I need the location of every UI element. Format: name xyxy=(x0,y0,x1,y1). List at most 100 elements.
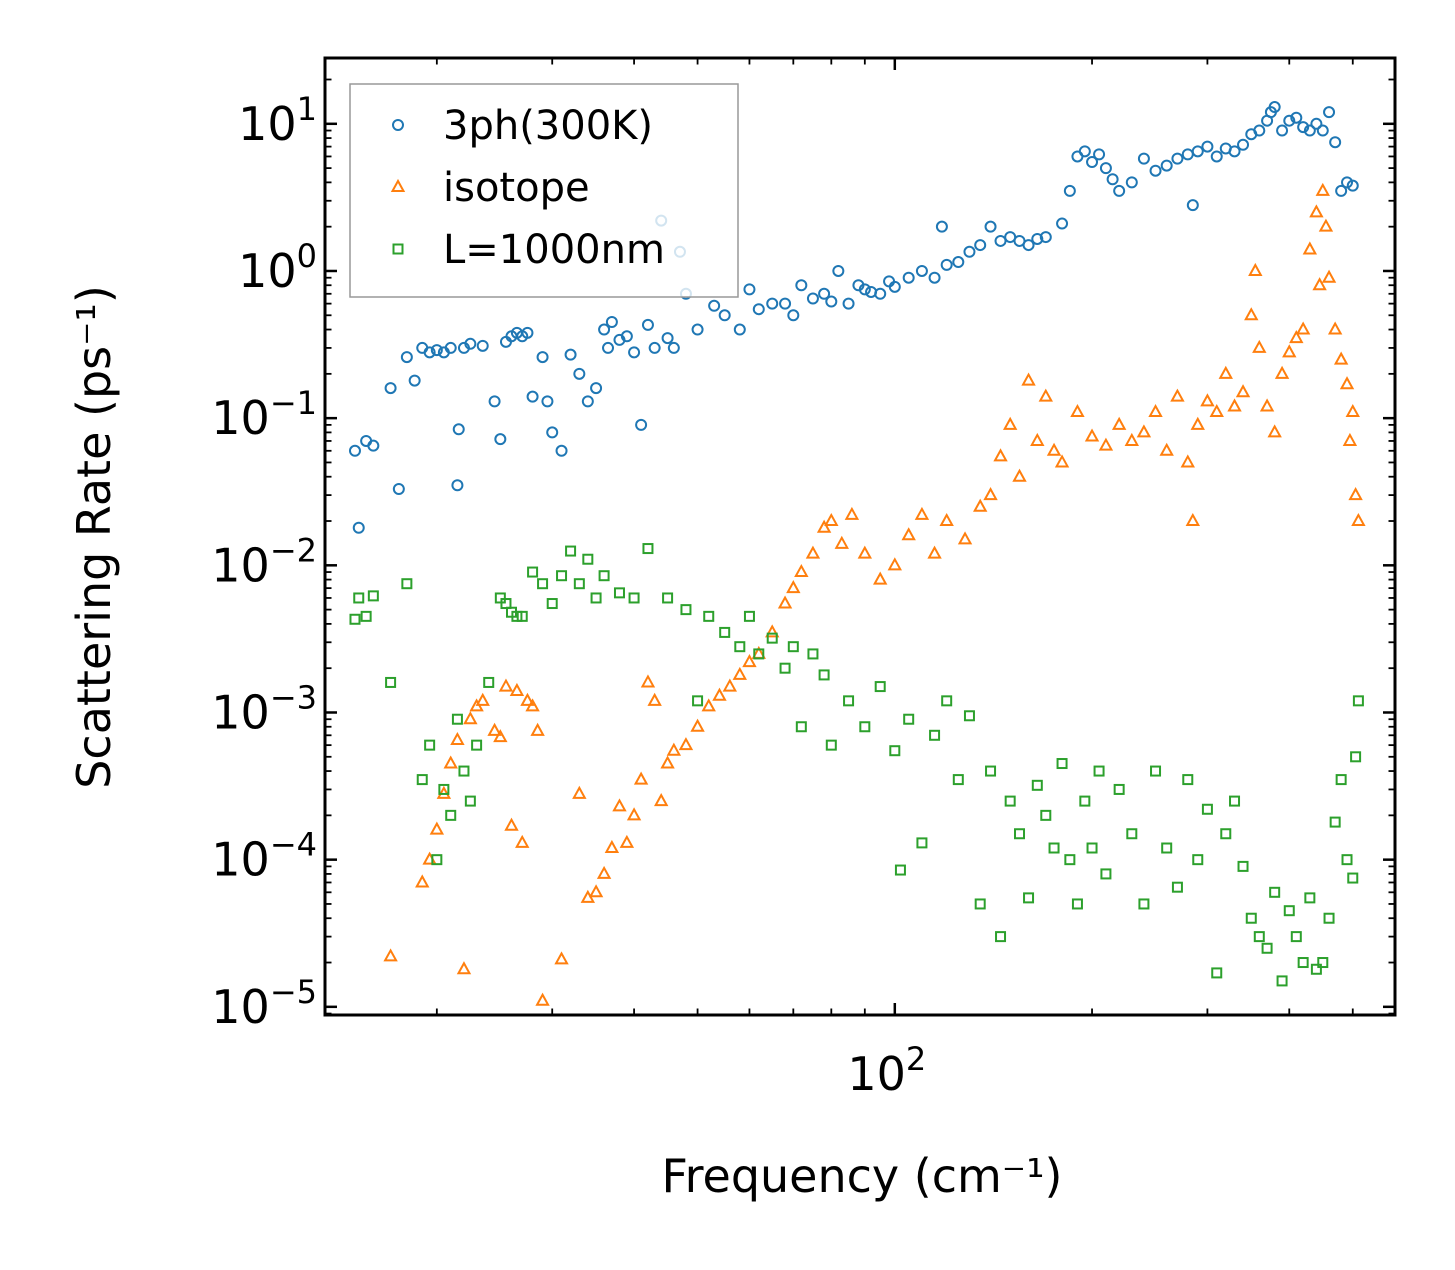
data-point xyxy=(902,271,915,284)
data-point xyxy=(424,739,436,751)
data-point xyxy=(805,545,821,559)
data-point xyxy=(691,323,704,336)
data-point xyxy=(628,592,640,604)
y-tick-label: 10−5 xyxy=(211,973,317,1034)
data-point xyxy=(733,323,746,336)
data-point xyxy=(753,648,765,660)
data-point xyxy=(1191,145,1204,158)
data-point xyxy=(1046,442,1062,456)
data-point xyxy=(690,718,705,732)
data-point xyxy=(1341,176,1354,189)
data-point xyxy=(1170,388,1185,402)
data-point xyxy=(573,367,586,380)
data-point xyxy=(1180,454,1195,468)
data-point xyxy=(1310,117,1323,130)
data-point xyxy=(1346,179,1359,192)
data-point xyxy=(487,722,502,736)
data-point xyxy=(554,951,569,965)
data-point xyxy=(824,512,839,527)
y-tick-label: 10−3 xyxy=(211,678,317,739)
data-point xyxy=(509,682,525,696)
data-point xyxy=(1253,124,1266,137)
data-point xyxy=(874,681,886,693)
data-points-layer xyxy=(348,101,1366,1006)
data-point xyxy=(581,395,594,408)
data-point xyxy=(1297,957,1309,969)
data-point xyxy=(1002,416,1018,430)
data-point xyxy=(1201,140,1214,153)
data-point xyxy=(692,695,704,707)
data-point xyxy=(438,783,450,795)
legend-marker-0 xyxy=(392,119,404,131)
data-point xyxy=(779,297,792,310)
data-point xyxy=(779,662,791,674)
data-point xyxy=(392,483,405,496)
data-point xyxy=(1237,860,1249,872)
data-point xyxy=(722,678,738,692)
data-point xyxy=(1235,384,1251,398)
data-point xyxy=(1283,114,1296,127)
data-point xyxy=(887,557,902,571)
data-point xyxy=(974,898,986,910)
data-point xyxy=(596,865,612,879)
series-0 xyxy=(348,101,1359,534)
data-point xyxy=(1244,307,1259,321)
data-point xyxy=(430,344,443,357)
data-point xyxy=(353,592,365,604)
data-point xyxy=(857,545,873,559)
data-point xyxy=(963,245,976,258)
data-point xyxy=(1310,963,1322,975)
data-point xyxy=(494,592,506,604)
data-point xyxy=(1098,437,1114,451)
data-point xyxy=(500,598,512,610)
data-point xyxy=(1160,159,1173,172)
data-point xyxy=(765,624,780,638)
data-point xyxy=(1352,695,1364,707)
data-point xyxy=(1012,468,1027,482)
data-point xyxy=(843,695,855,707)
data-point xyxy=(983,487,998,501)
data-point xyxy=(719,626,731,638)
data-point xyxy=(1290,111,1303,124)
x-tick-labels: 102 xyxy=(847,1040,926,1101)
data-point xyxy=(1126,828,1138,840)
data-point xyxy=(572,785,587,799)
data-point xyxy=(400,351,413,364)
data-point xyxy=(1086,842,1098,854)
data-point xyxy=(973,498,988,512)
data-point xyxy=(1086,156,1099,169)
data-point xyxy=(766,632,778,644)
data-point xyxy=(1040,809,1052,821)
data-point xyxy=(504,817,519,831)
data-point xyxy=(573,578,585,590)
y-tick-labels: 101 100 10−1 10−2 10−3 10−4 10−5 xyxy=(211,90,317,1034)
data-point xyxy=(1297,121,1310,134)
data-point xyxy=(1252,339,1267,353)
data-point xyxy=(1274,365,1290,379)
data-point xyxy=(807,648,819,660)
data-point xyxy=(1185,512,1201,527)
data-point xyxy=(619,834,635,848)
data-point xyxy=(1150,765,1162,777)
data-point xyxy=(444,341,457,354)
data-point xyxy=(1182,774,1194,786)
data-point xyxy=(1022,239,1035,252)
data-point xyxy=(1269,886,1281,898)
data-point xyxy=(1335,774,1347,786)
data-point xyxy=(939,512,954,527)
data-point xyxy=(602,341,615,354)
data-point xyxy=(834,535,849,549)
data-point xyxy=(1113,184,1126,197)
data-point xyxy=(995,931,1007,943)
data-point xyxy=(1341,854,1353,866)
data-point xyxy=(1351,512,1366,527)
data-point xyxy=(1347,872,1359,884)
legend-marker-2 xyxy=(392,243,404,255)
data-point xyxy=(816,519,832,533)
data-point xyxy=(352,521,365,534)
data-point xyxy=(598,323,611,336)
data-point xyxy=(521,326,534,339)
data-point xyxy=(1290,931,1302,943)
data-point xyxy=(1315,182,1330,196)
data-point xyxy=(795,279,808,292)
